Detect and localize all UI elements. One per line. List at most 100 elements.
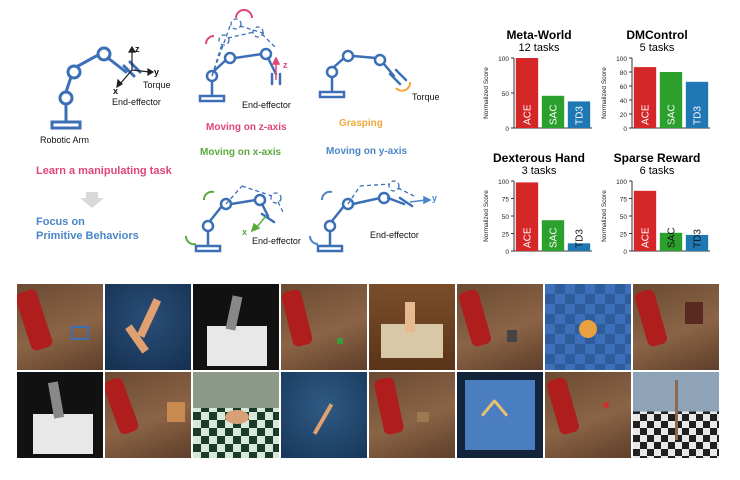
environment-grid (17, 284, 723, 458)
y-axis-ghost-arm (347, 180, 415, 205)
x-rotation-arc-icon (203, 190, 215, 201)
bar-label: SAC (549, 227, 560, 248)
y-axis-label: y (432, 193, 438, 203)
main-robot-arm (50, 46, 142, 130)
chart-dmcontrol: DMControl 5 tasks 0 20 40 60 80 100 Normalized… (598, 28, 716, 133)
bar-td3 (685, 234, 709, 251)
env-thumbnail (193, 372, 279, 458)
bar-td3 (685, 81, 709, 128)
main-y-label: y (154, 67, 160, 77)
y-tick-label: 0 (505, 249, 509, 256)
chart-title: Meta-World (506, 28, 572, 42)
chart-subtitle: 12 tasks (518, 42, 560, 54)
y-tick-label: 0 (505, 126, 509, 133)
env-thumbnail (369, 284, 455, 370)
chart-meta-world: Meta-World 12 tasks 0 50 100 Normalized Sco… (480, 28, 598, 133)
env-thumbnail (633, 372, 719, 458)
x-axis-label: x (242, 227, 248, 237)
bar-ace (515, 58, 539, 128)
env-thumbnail (633, 284, 719, 370)
bar-label: SAC (667, 227, 678, 248)
env-thumbnail (105, 372, 191, 458)
x-axis-caption: Moving on x-axis (200, 147, 282, 158)
y-axis-label: Normalized Score (483, 67, 490, 119)
env-thumbnail (105, 284, 191, 370)
z-rotation-arc-left-icon (205, 35, 215, 45)
y-arrow-icon (409, 195, 432, 205)
focus-line-2: Primitive Behaviors (36, 230, 139, 242)
method-diagram (50, 9, 432, 253)
bar-ace (515, 182, 539, 251)
bar-label: ACE (641, 104, 652, 125)
y-tick-label: 20 (620, 112, 628, 119)
chart-subtitle: 3 tasks (521, 165, 557, 177)
y-end-effector-label: End-effector (370, 230, 419, 240)
env-thumbnail (457, 284, 543, 370)
bar-label: ACE (523, 227, 534, 248)
grasping-caption: Grasping (339, 118, 383, 129)
z-axis-ghost-arm (211, 18, 277, 77)
robotic-arm-label: Robotic Arm (40, 135, 90, 145)
env-thumbnail (17, 284, 103, 370)
y-axis-label: Normalized Score (601, 67, 608, 119)
bar-label: SAC (667, 104, 678, 125)
chart-dexterous-hand: Dexterous Hand 3 tasks 0 25 50 75 100 Normali… (480, 151, 598, 256)
bar-label: TD3 (693, 229, 704, 248)
y-tick-label: 80 (620, 70, 628, 77)
grasp-torque-label: Torque (412, 92, 440, 102)
y-axis-label: Normalized Score (601, 190, 608, 242)
env-thumbnail (545, 372, 631, 458)
x-rotation-arc-base-icon (185, 235, 197, 246)
env-thumbnail (17, 372, 103, 458)
y-axis-caption: Moving on y-axis (326, 146, 408, 157)
y-tick-label: 50 (502, 214, 510, 221)
focus-line-1: Focus on (36, 216, 85, 228)
bar-label: ACE (523, 104, 534, 125)
bar-sac (659, 232, 683, 251)
y-axis-label: Normalized Score (483, 190, 490, 242)
y-tick-label: 100 (616, 56, 627, 63)
bar-ace (633, 190, 657, 251)
bar-ace (633, 67, 657, 128)
x-axis-ghost-arm (225, 185, 285, 215)
z-axis-arm (198, 47, 282, 103)
bar-label: SAC (549, 104, 560, 125)
env-thumbnail (545, 284, 631, 370)
env-thumbnail (457, 372, 543, 458)
chart-subtitle: 6 tasks (639, 165, 675, 177)
bar-td3 (567, 243, 591, 251)
y-axis-arm (316, 191, 414, 253)
z-arrow-icon (271, 56, 281, 80)
main-torque-label: Torque (143, 80, 171, 90)
y-tick-label: 100 (498, 179, 509, 186)
y-tick-label: 0 (623, 126, 627, 133)
down-arrow-icon (80, 192, 104, 208)
x-arrow-icon (250, 215, 267, 233)
z-axis-label: z (283, 60, 288, 70)
y-tick-label: 60 (620, 84, 628, 91)
z-end-effector-label: End-effector (242, 100, 291, 110)
chart-plot: 0 25 50 75 100 Normalized Score ACE SAC TD3 (601, 179, 710, 256)
chart-subtitle: 5 tasks (639, 42, 675, 54)
y-tick-label: 50 (502, 91, 510, 98)
y-tick-label: 50 (620, 214, 628, 221)
y-rotation-arc-icon (321, 190, 333, 201)
main-x-label: x (113, 86, 119, 96)
y-tick-label: 40 (620, 98, 628, 105)
y-tick-label: 0 (623, 249, 627, 256)
main-z-label: z (135, 44, 140, 54)
bar-label: TD3 (575, 229, 586, 248)
z-axis-caption: Moving on z-axis (206, 122, 287, 133)
y-rotation-arc-base-icon (309, 235, 319, 245)
env-thumbnail (281, 284, 367, 370)
x-axis-arm (194, 193, 276, 253)
chart-title: DMControl (626, 28, 688, 42)
grasp-rotation-arc-icon (395, 81, 412, 92)
learn-task-caption: Learn a manipulating task (36, 165, 172, 177)
y-tick-label: 25 (620, 232, 628, 239)
chart-title: Sparse Reward (613, 151, 701, 165)
chart-title: Dexterous Hand (492, 151, 586, 165)
bar-label: TD3 (693, 106, 704, 125)
x-end-effector-label: End-effector (252, 236, 301, 246)
bar-td3 (567, 101, 591, 128)
